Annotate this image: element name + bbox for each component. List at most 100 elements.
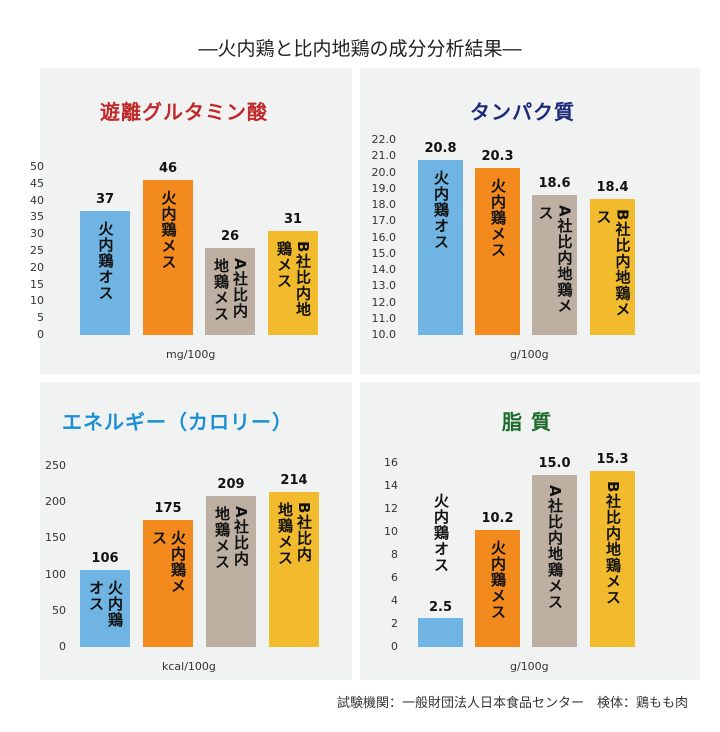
y-tick-label: 20 [30,260,44,274]
value-label: 209 [217,476,245,492]
value-label: 20.3 [481,148,514,164]
bar-category-label: 火内鶏メス [489,539,507,620]
value-label: 10.2 [481,510,514,526]
value-label: 214 [280,473,308,489]
y-tick-label: 10 [30,294,44,308]
bar [268,230,318,335]
bar-category-label: 火内鶏オス [96,220,115,301]
y-tick-label: 16.0 [371,230,397,244]
y-tick-label: 19.0 [371,181,397,195]
bar-category-label: B社比内地鶏メス [275,240,312,318]
bar-category-label: 火内鶏オス [87,580,124,629]
value-label: 46 [158,161,178,177]
y-tick-label: 0 [37,328,44,341]
y-tick-label: 50 [52,603,66,617]
bar-category-label: A社比内地鶏メス [546,484,564,610]
bar-category-label: B社比内地鶏メス [276,502,313,567]
y-tick-label: 150 [45,531,66,545]
bar-category-label: 火内鶏メス [150,530,187,595]
bar [80,210,130,335]
bar [80,570,130,647]
y-tick-label: 13.0 [371,279,397,293]
bar-category-label: A社比内地鶏メス [536,205,574,314]
bar [590,471,635,647]
value-label: 15.3 [596,452,629,468]
y-tick-label: 45 [30,176,44,190]
y-tick-label: 21.0 [371,149,397,163]
y-tick-label: 22.0 [371,133,397,146]
unit-label: g/100g [510,660,549,673]
y-tick-label: 15.0 [371,246,397,260]
value-label: 31 [283,211,303,227]
chart-panel [360,382,700,680]
y-tick-label: 15 [30,277,44,291]
bar [590,198,635,335]
unit-label: mg/100g [166,348,216,361]
value-label: 18.6 [538,176,571,192]
y-tick-label: 30 [30,227,44,241]
y-tick-label: 40 [30,193,44,207]
main-title: ―火内鶏と比内地鶏の成分分析結果― [198,38,522,60]
value-label: 37 [95,191,115,207]
chart-title: 脂 質 [502,410,552,434]
bar [206,495,256,647]
value-label: 106 [91,551,119,567]
y-tick-label: 10.0 [371,328,397,341]
bar-category-label: B社比内地鶏メス [594,208,632,317]
unit-label: kcal/100g [162,660,216,673]
value-label: 18.4 [596,179,629,195]
bar-category-label: 火内鶏オス [432,493,450,574]
bar [143,520,193,647]
value-label: 20.8 [424,140,457,156]
footer-note: 試験機関：一般財団法人日本食品センター 検体：鶏もも肉 [336,696,688,711]
y-tick-label: 12 [384,502,398,515]
y-tick-label: 0 [391,640,398,653]
y-tick-label: 200 [45,495,66,509]
chart-title: タンパク質 [470,100,575,124]
bar [418,159,463,335]
y-tick-label: 0 [59,640,66,653]
bar [418,618,463,647]
value-label: 175 [154,501,182,517]
unit-label: g/100g [510,348,549,361]
y-tick-label: 18.0 [371,198,397,211]
bar [475,529,520,647]
y-tick-label: 5 [37,311,44,325]
bar-category-label: A社比内地鶏メス [212,257,249,322]
bar [269,492,319,647]
y-tick-label: 6 [391,571,398,584]
y-tick-label: 100 [45,567,66,581]
value-label: 15.0 [538,455,571,471]
bar [205,247,255,335]
y-tick-label: 250 [45,459,66,472]
y-tick-label: 50 [30,160,44,173]
bar-category-label: B社比内地鶏メス [604,481,622,606]
y-tick-label: 25 [30,244,44,257]
y-tick-label: 11.0 [371,311,397,325]
y-tick-label: 4 [391,594,398,607]
y-tick-label: 14 [384,479,398,492]
bar-category-label: 火内鶏メス [489,177,507,258]
bar [532,474,577,647]
y-tick-label: 12.0 [371,295,397,309]
y-tick-label: 16 [384,456,398,469]
bar-category-label: A社比内地鶏メス [213,505,250,570]
chart-title: エネルギー（カロリー） [62,410,293,434]
bar-category-label: 火内鶏メス [159,190,178,271]
bar [532,195,577,335]
bar [143,180,193,335]
value-label: 2.5 [428,600,453,616]
value-label: 26 [220,228,240,244]
bar [475,167,520,335]
y-tick-label: 35 [30,210,44,224]
y-tick-label: 2 [391,617,398,630]
y-tick-label: 17.0 [371,214,397,228]
bar-category-label: 火内鶏オス [432,169,450,250]
y-tick-label: 14.0 [371,263,397,276]
chart-panel [360,68,700,374]
y-tick-label: 20.0 [371,165,397,179]
y-tick-label: 10 [384,525,398,538]
chart-title: 遊離グルタミン酸 [100,100,268,124]
y-tick-label: 8 [391,548,398,561]
